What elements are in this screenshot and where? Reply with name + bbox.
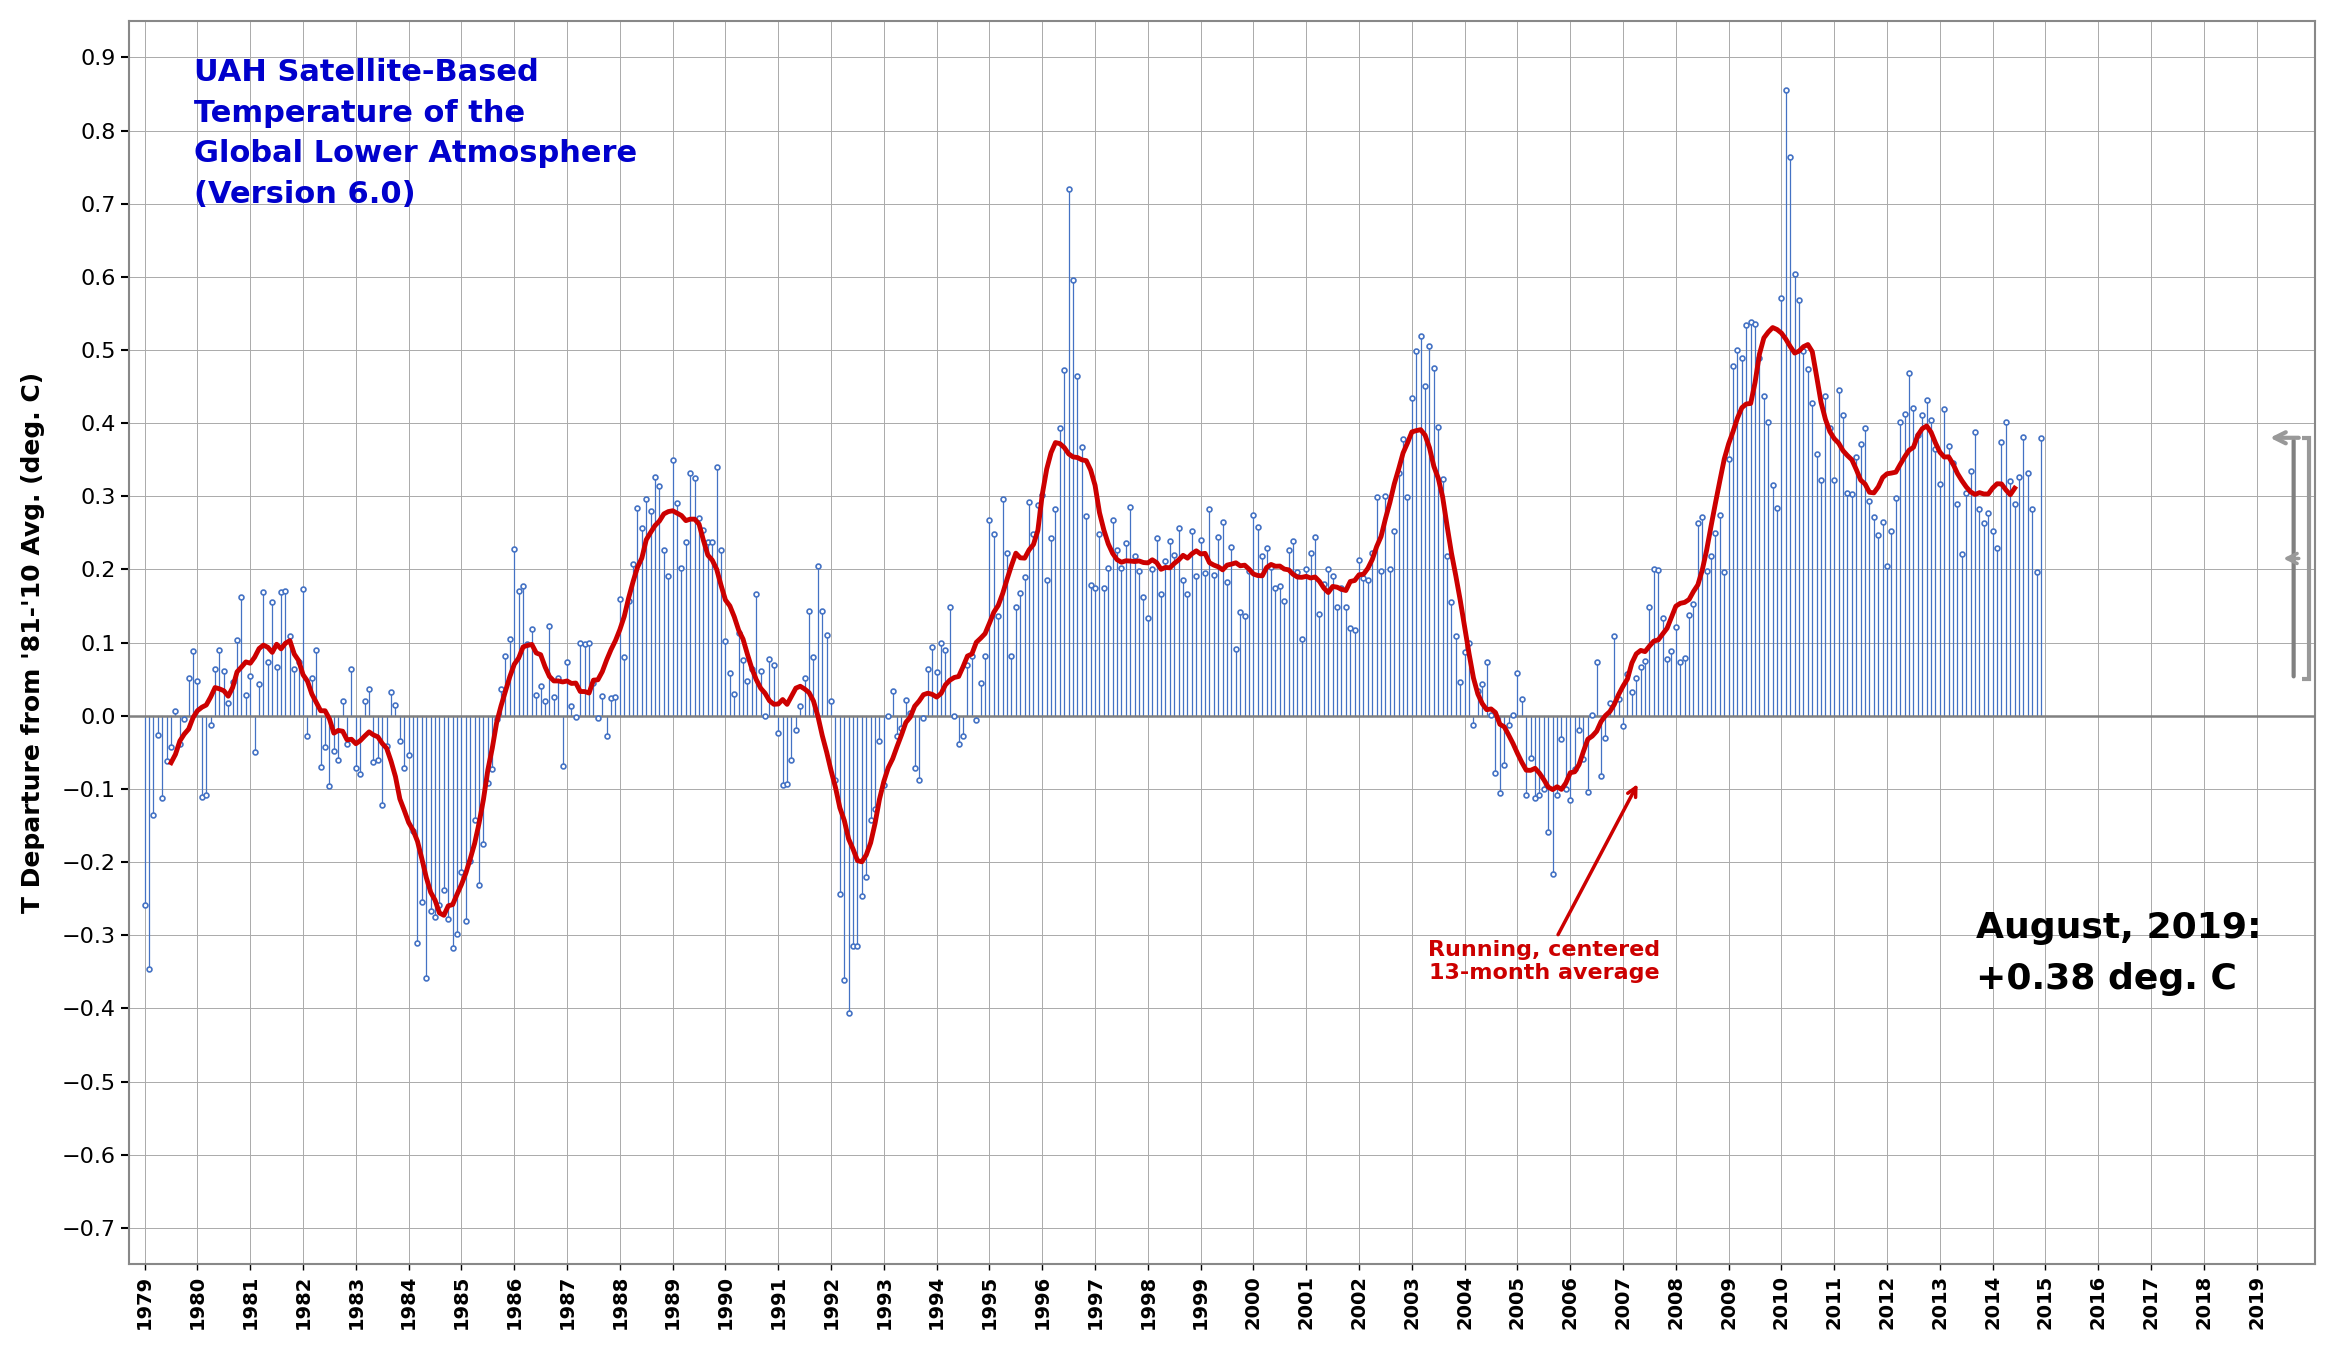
Text: August, 2019:
+0.38 deg. C: August, 2019: +0.38 deg. C [1975, 911, 2260, 995]
Y-axis label: T Departure from '81-'10 Avg. (deg. C): T Departure from '81-'10 Avg. (deg. C) [21, 373, 44, 913]
Text: Running, centered
13-month average: Running, centered 13-month average [1427, 787, 1659, 983]
Text: UAH Satellite-Based
Temperature of the
Global Lower Atmosphere
(Version 6.0): UAH Satellite-Based Temperature of the G… [194, 58, 636, 209]
